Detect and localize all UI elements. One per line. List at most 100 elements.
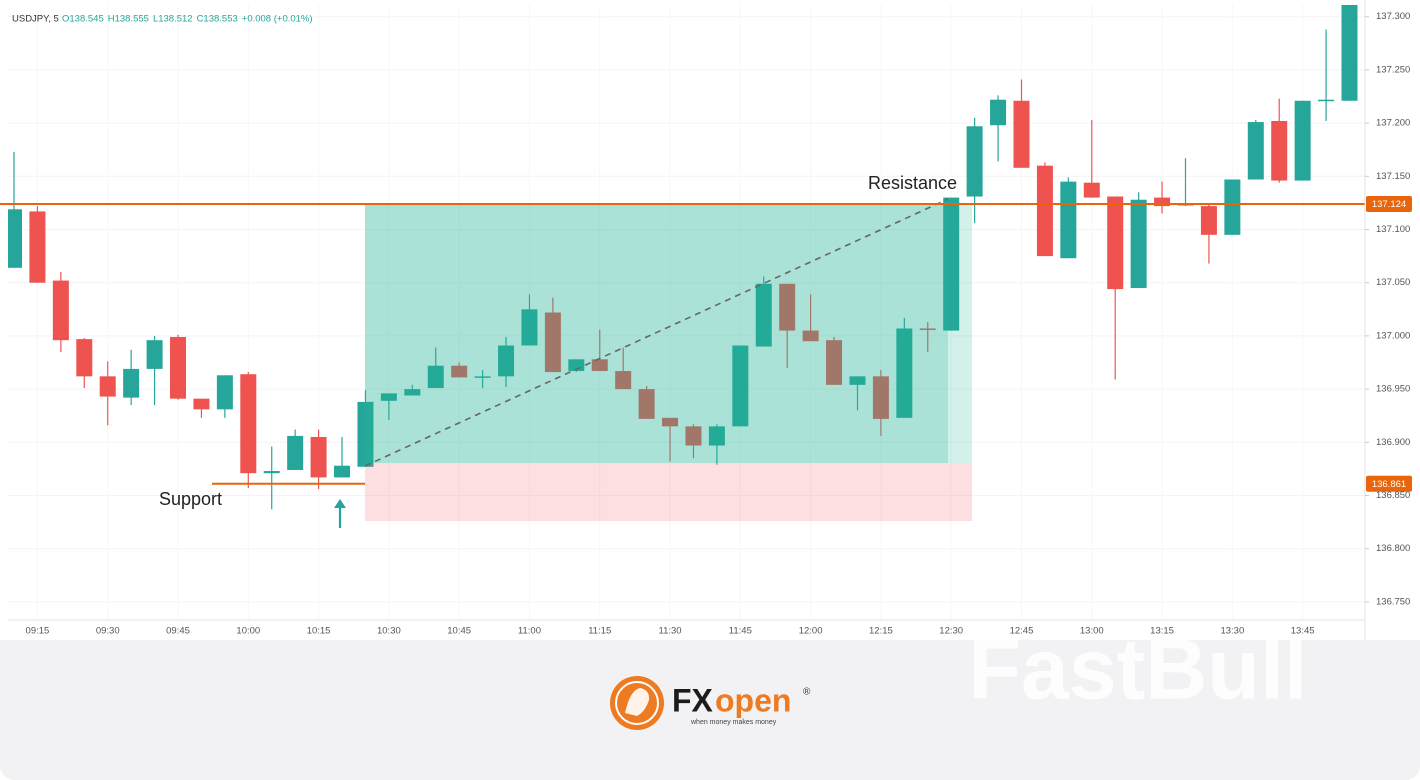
candle-body [708,426,725,446]
x-tick-label: 10:45 [447,626,471,637]
candle-body [919,328,936,330]
candle-body [451,365,468,378]
profit-zone [365,205,948,463]
x-tick-label: 09:15 [26,626,50,637]
resistance-annotation: Resistance [868,173,957,193]
x-tick-label: 11:45 [729,626,752,637]
levels: 137.124 136.861 [0,195,1412,492]
candle-body [498,345,515,377]
candle-body [357,401,374,467]
y-tick-label: 137.000 [1376,330,1410,341]
candle-body [568,359,585,372]
profit-zone-extension [948,205,972,463]
candle-body [521,309,538,346]
x-tick-label: 13:00 [1080,626,1104,637]
readout-item: +0.008 (+0.01%) [242,14,313,25]
y-tick-label: 136.750 [1376,596,1410,607]
entry-arrow-head [334,499,346,508]
candle-body [1036,165,1053,257]
y-tick-label: 137.200 [1376,118,1410,129]
x-tick-label: 10:15 [307,626,331,637]
logo-fx: FX [672,682,714,718]
x-tick-label: 11:15 [588,626,611,637]
logo-open: open [715,682,791,718]
watermark: FastBull [968,622,1307,718]
candle-body [1154,197,1171,207]
logo-registered: ® [803,687,811,698]
candle-body [896,328,913,418]
candle-body [1200,206,1217,235]
level-price-label: 137.124 [1372,199,1406,210]
candle-body [544,312,561,373]
candle-body [193,398,210,410]
x-tick-label: 09:30 [96,626,120,637]
x-tick-label: 13:45 [1291,626,1315,637]
fxopen-logo: FX open ® when money makes money [610,676,811,730]
y-tick-label: 136.800 [1376,543,1410,554]
x-tick-label: 12:45 [1010,626,1034,637]
candle-body [334,465,351,478]
candle-body [990,99,1007,126]
candle-body [263,471,280,474]
x-tick-label: 09:45 [166,626,190,637]
candle-body [1271,120,1288,181]
y-tick-label: 137.250 [1376,64,1410,75]
readout-item: H138.555 [108,14,149,25]
candle-body [29,211,46,283]
candle-body [1060,181,1077,259]
candle-body [591,359,608,372]
level-price-tag [1366,195,1412,212]
logo-bull [625,688,650,716]
x-tick-label: 12:15 [869,626,893,637]
candle-body [404,389,421,396]
candle-body [310,436,327,478]
candle-body [1013,100,1030,168]
candle-body [1130,199,1147,289]
y-tick-label: 136.900 [1376,437,1410,448]
candle-body [170,336,187,399]
x-tick-label: 11:30 [659,626,682,637]
candle-body [216,375,233,410]
candle-body [755,283,772,347]
candle-body [99,376,116,397]
candle-body [1107,196,1124,290]
y-tick-label: 136.850 [1376,490,1410,501]
candle-body [1341,5,1358,101]
symbol: USDJPY, 5 [12,14,59,25]
x-tick-label: 13:15 [1150,626,1174,637]
candle-body [8,209,22,268]
candle-body [76,339,93,377]
candle-body [779,283,796,331]
candle-body [1294,100,1311,181]
x-tick-label: 10:30 [377,626,401,637]
level-price-tag [1366,475,1412,492]
candle-body [123,368,140,398]
x-tick-label: 12:30 [939,626,963,637]
candle-body [146,340,163,369]
readout-item: O138.545 [62,14,104,25]
candle-body [615,371,632,390]
logo-emblem-ring [615,681,659,725]
trend-dashed-line [364,198,949,467]
candle-body [849,376,866,385]
y-tick-label: 137.300 [1376,11,1410,22]
candle-body [1318,99,1335,102]
candle-body [52,280,69,341]
candle-body [638,389,655,419]
candle-body [872,376,889,419]
axes: 136.750 136.800 136.850 136.900 136.950 137.0… [26,11,1411,636]
y-tick-label: 137.050 [1376,277,1410,288]
logo-tagline: when money makes money [690,719,777,726]
readout-item: L138.512 [153,14,193,25]
y-tick-label: 137.100 [1376,224,1410,235]
x-tick-label: 13:30 [1220,626,1244,637]
candle-body [732,345,749,427]
candle-body [1224,179,1241,235]
chart-panel [0,0,1420,640]
x-tick-label: 11:00 [518,626,541,637]
support-annotation: Support [159,489,222,509]
candle-body [287,435,304,470]
ohlc-readout: O138.545 H138.555 L138.512 C138.553 +0.008 (… [62,14,313,25]
candle-body [1247,122,1264,180]
